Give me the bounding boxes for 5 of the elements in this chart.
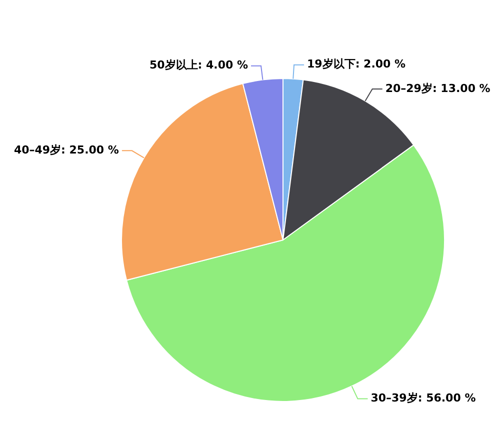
slice-label: 40–49岁: 25.00 % [14, 144, 119, 157]
slice-label: 19岁以下: 2.00 % [307, 58, 406, 71]
slice-label: 20–29岁: 13.00 % [385, 82, 490, 95]
slice-label: 30–39岁: 56.00 % [370, 392, 476, 405]
slice-label: 50岁以上: 4.00 % [149, 58, 248, 72]
